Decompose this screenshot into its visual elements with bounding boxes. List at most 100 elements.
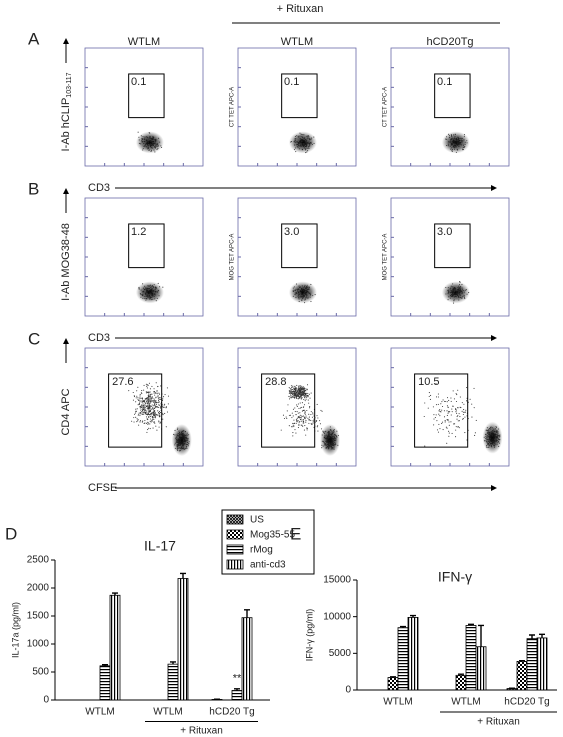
event-dot <box>291 389 293 391</box>
event-dot <box>132 399 134 401</box>
event-dot <box>451 411 453 413</box>
event-dot <box>301 415 303 417</box>
bar <box>99 665 111 701</box>
event-dot <box>155 415 157 417</box>
event-dot <box>157 396 159 398</box>
event-dot <box>461 402 463 404</box>
panel-letter: A <box>28 29 40 48</box>
y-tick-label: 2000 <box>27 583 50 594</box>
event-dot <box>164 403 166 405</box>
y-tick-label: 1000 <box>27 639 50 650</box>
event-dot <box>128 390 130 392</box>
event-dot <box>303 397 306 399</box>
event-dot <box>150 393 152 395</box>
event-dot <box>454 423 456 425</box>
y-tick-label: 5000 <box>329 648 352 659</box>
event-dot <box>141 398 144 400</box>
event-dot <box>148 397 150 399</box>
event-dot <box>137 131 139 133</box>
panel-letter: B <box>28 179 39 198</box>
event-dot <box>151 408 153 410</box>
event-dot <box>137 386 139 388</box>
event-dot <box>456 418 458 420</box>
event-dot <box>317 417 319 419</box>
gate <box>281 73 318 119</box>
event-dot <box>305 398 307 400</box>
event-dot <box>286 417 288 419</box>
event-dot <box>293 395 295 397</box>
event-dot <box>321 410 323 412</box>
event-cluster <box>288 281 317 304</box>
column-header: WTLM <box>281 36 313 48</box>
event-dot <box>459 416 461 418</box>
event-dot <box>302 420 304 422</box>
event-dot <box>143 384 145 386</box>
error-bar <box>529 634 535 639</box>
event-dot <box>294 429 296 431</box>
gate <box>414 373 469 448</box>
event-dot <box>428 395 430 397</box>
event-dot <box>297 391 299 393</box>
bar <box>177 578 189 701</box>
event-dot <box>291 417 293 419</box>
event-dot <box>159 398 161 400</box>
event-dot <box>297 403 299 405</box>
event-dot <box>465 409 467 411</box>
event-dot <box>160 385 162 387</box>
event-dot <box>154 415 156 417</box>
event-dot <box>434 416 436 419</box>
event-dot <box>448 424 450 426</box>
event-dot <box>289 396 291 398</box>
event-dot <box>147 405 149 407</box>
event-dot <box>149 413 151 415</box>
inner-axis-label: MOG TET APC-A <box>383 234 389 281</box>
event-dot <box>152 416 154 418</box>
event-dot <box>442 429 444 431</box>
event-dot <box>155 400 157 402</box>
event-dot <box>294 397 296 399</box>
event-dot <box>306 389 308 391</box>
event-dot <box>442 405 444 408</box>
event-dot <box>300 392 302 394</box>
event-dot <box>139 412 142 414</box>
event-dot <box>142 407 145 409</box>
event-dot <box>298 424 300 426</box>
event-dot <box>134 412 137 414</box>
event-dot <box>139 406 141 408</box>
event-dot <box>162 406 164 408</box>
event-dot <box>283 417 286 420</box>
event-dot <box>150 398 152 400</box>
event-dot <box>427 407 429 409</box>
event-dot <box>301 396 303 399</box>
event-dot <box>154 402 156 405</box>
event-dot <box>146 408 148 410</box>
event-dot <box>450 400 452 402</box>
event-dot <box>144 409 146 411</box>
event-dot <box>157 410 159 412</box>
event-dot <box>143 422 145 425</box>
event-dot <box>150 415 152 417</box>
event-dot <box>441 422 443 425</box>
event-dot <box>305 395 307 397</box>
event-dot <box>311 416 313 418</box>
event-dot <box>310 423 312 425</box>
event-dot <box>474 432 476 434</box>
bar <box>475 646 487 691</box>
error-bar <box>170 661 176 665</box>
event-dot <box>307 392 309 395</box>
event-dot <box>294 386 296 388</box>
event-dot <box>154 400 156 402</box>
event-dot <box>139 397 141 399</box>
event-dot <box>151 420 153 422</box>
event-dot <box>303 395 305 397</box>
group-label: + Rituxan <box>477 717 520 728</box>
event-cluster <box>135 281 164 304</box>
legend-swatch <box>226 514 244 525</box>
event-dot <box>455 429 457 431</box>
event-dot <box>298 417 300 419</box>
event-dot <box>150 421 152 423</box>
event-dot <box>456 416 458 418</box>
event-dot <box>149 415 151 418</box>
